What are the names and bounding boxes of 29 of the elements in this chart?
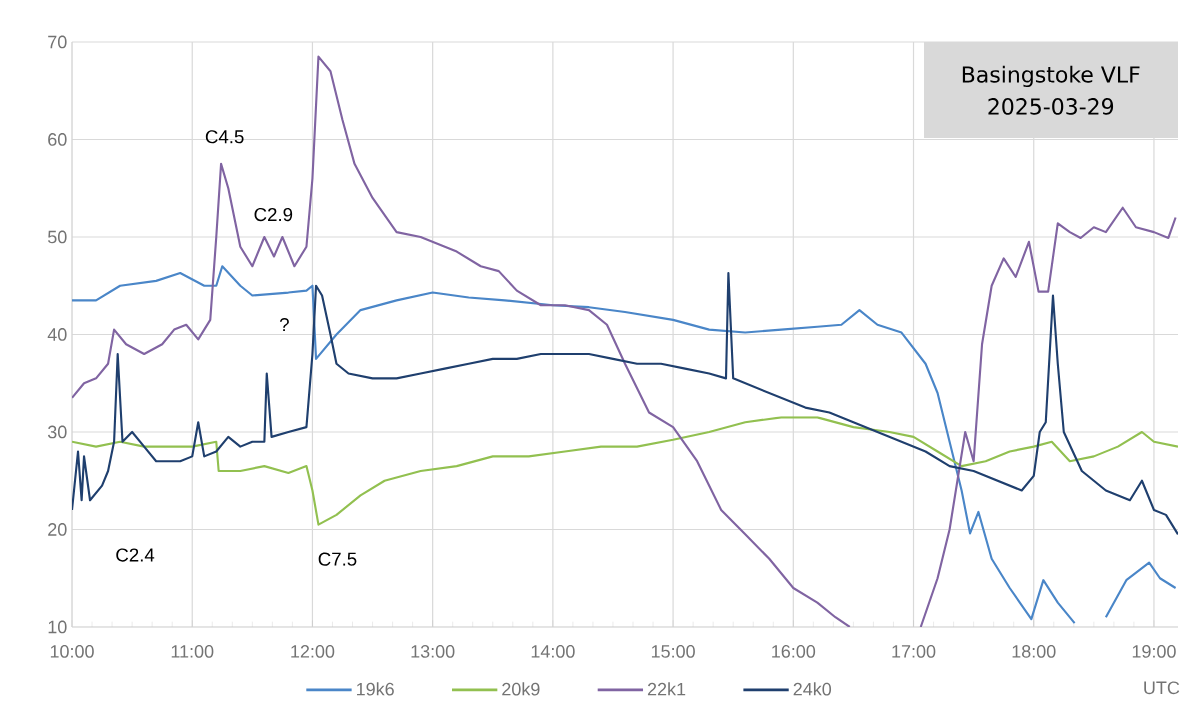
annotation: C2.4 <box>116 548 155 562</box>
x-tick-label: 17:00 <box>892 645 936 658</box>
x-tick-label: 12:00 <box>291 645 335 658</box>
x-axis-title: UTC <box>1144 681 1180 695</box>
annotation: C2.9 <box>254 207 293 222</box>
x-tick-label: 14:00 <box>531 645 575 658</box>
text: Basingstoke VLF <box>962 65 1140 88</box>
x-tick-label: 19:00 <box>1132 645 1176 658</box>
legend-label: 24k0 <box>793 682 832 696</box>
annotation: C4.5 <box>205 130 244 144</box>
x-tick-label: 10:00 <box>50 645 94 658</box>
annotation: ? <box>279 318 289 332</box>
y-tick-label: 40 <box>47 328 67 341</box>
y-tick-label: 50 <box>47 230 67 244</box>
x-tick-label: 13:00 <box>411 645 455 658</box>
x-tick-label: 16:00 <box>772 645 816 658</box>
x-tick-label: 11:00 <box>171 645 214 658</box>
y-tick-label: 60 <box>48 133 67 146</box>
x-tick-label: 15:00 <box>651 645 695 658</box>
text: 2025-03-29 <box>988 98 1114 115</box>
x-tick-label: 18:00 <box>1012 645 1056 658</box>
legend-label: 22k1 <box>647 682 686 696</box>
y-tick-label: 70 <box>48 35 67 49</box>
legend-label: 20k9 <box>502 682 540 696</box>
legend-label: 19k6 <box>357 682 394 696</box>
y-tick-label: 10 <box>48 620 67 634</box>
y-tick-label: 30 <box>47 425 67 439</box>
annotation: C7.5 <box>318 552 357 566</box>
y-tick-label: 20 <box>48 523 67 536</box>
